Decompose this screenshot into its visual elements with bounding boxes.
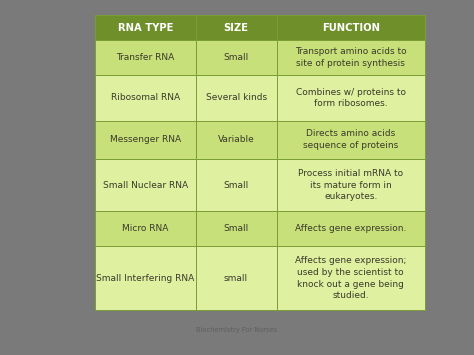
Text: Small: Small	[223, 53, 249, 62]
Text: Biochemistry For Nurses: Biochemistry For Nurses	[196, 327, 278, 333]
Bar	[95, 121, 196, 159]
Bar	[196, 75, 276, 121]
Bar	[95, 246, 196, 310]
Bar	[95, 75, 196, 121]
Text: Ribosomal RNA: Ribosomal RNA	[111, 93, 180, 102]
Text: RNA TYPE: RNA TYPE	[118, 22, 173, 33]
Text: Small Nuclear RNA: Small Nuclear RNA	[103, 181, 188, 190]
Bar	[276, 246, 425, 310]
Bar	[95, 159, 196, 211]
Bar	[276, 159, 425, 211]
Text: Process initial mRNA to
its mature form in
eukaryotes.: Process initial mRNA to its mature form …	[298, 169, 403, 201]
Text: Directs amino acids
sequence of proteins: Directs amino acids sequence of proteins	[303, 130, 398, 150]
Bar	[276, 75, 425, 121]
Bar	[276, 15, 425, 40]
Text: Transfer RNA: Transfer RNA	[116, 53, 174, 62]
Text: FUNCTION: FUNCTION	[322, 22, 380, 33]
Text: Small: Small	[223, 224, 249, 233]
Bar	[95, 40, 196, 75]
Bar	[196, 15, 276, 40]
Text: Variable: Variable	[218, 135, 255, 144]
Text: Several kinds: Several kinds	[206, 93, 267, 102]
Bar	[196, 159, 276, 211]
Text: Transport amino acids to
site of protein synthesis: Transport amino acids to site of protein…	[295, 47, 407, 68]
Bar	[196, 211, 276, 246]
Text: Combines w/ proteins to
form ribosomes.: Combines w/ proteins to form ribosomes.	[296, 88, 406, 108]
Bar	[196, 121, 276, 159]
Bar	[276, 40, 425, 75]
Text: Affects gene expression;
used by the scientist to
knock out a gene being
studied: Affects gene expression; used by the sci…	[295, 256, 406, 300]
Text: Messenger RNA: Messenger RNA	[110, 135, 181, 144]
Bar	[196, 246, 276, 310]
Text: Small: Small	[223, 181, 249, 190]
Bar	[196, 40, 276, 75]
Text: Affects gene expression.: Affects gene expression.	[295, 224, 406, 233]
Text: SIZE: SIZE	[224, 22, 248, 33]
Text: Small Interfering RNA: Small Interfering RNA	[96, 274, 194, 283]
Bar	[95, 15, 196, 40]
Bar	[276, 211, 425, 246]
Text: small: small	[224, 274, 248, 283]
Text: Micro RNA: Micro RNA	[122, 224, 169, 233]
Bar	[95, 211, 196, 246]
Bar	[276, 121, 425, 159]
